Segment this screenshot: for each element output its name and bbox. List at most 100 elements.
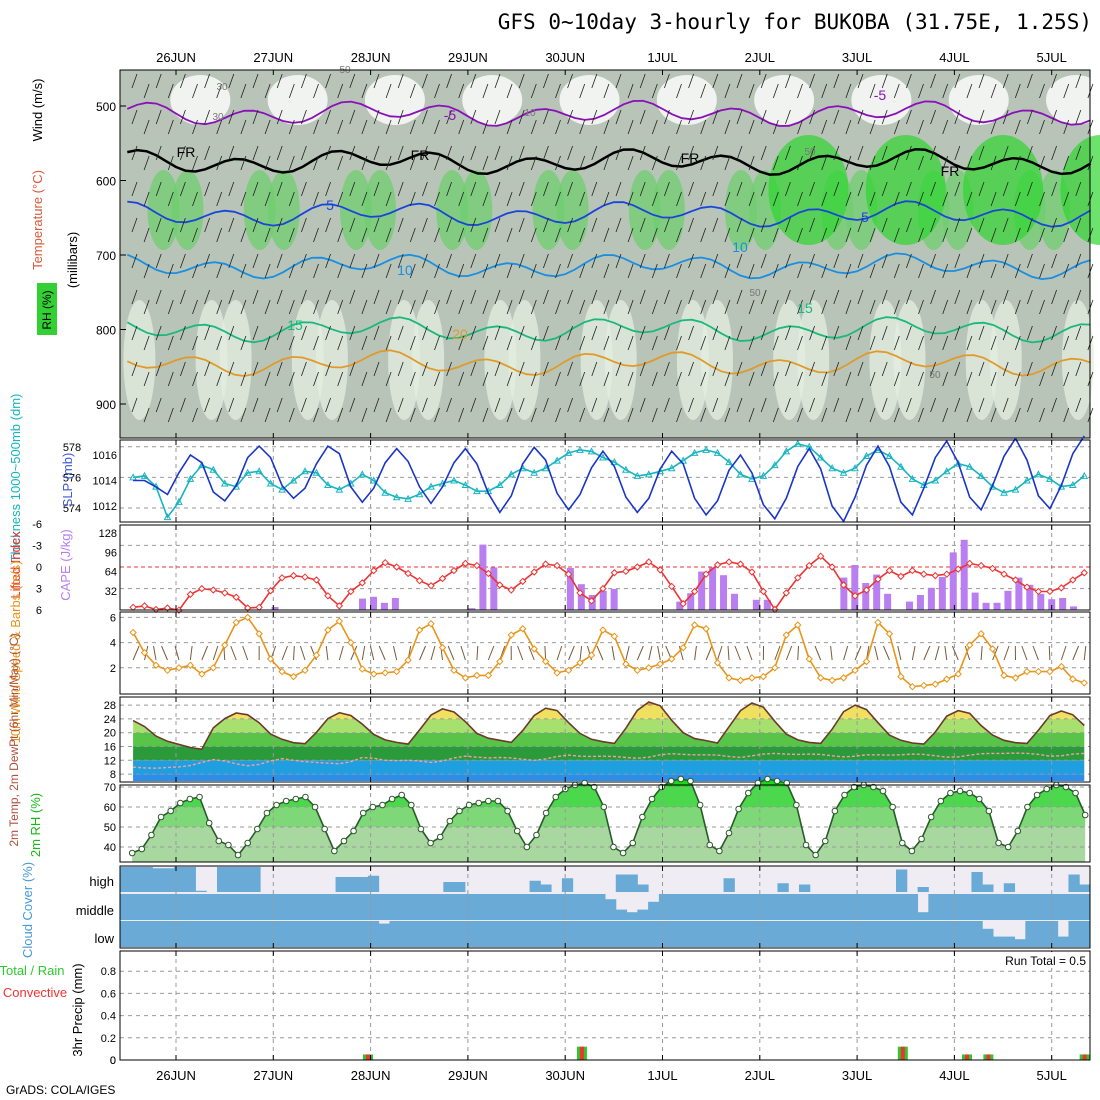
cloud-cell-middle bbox=[982, 894, 994, 920]
wind-barb bbox=[579, 155, 586, 171]
relative-humidity-point bbox=[436, 833, 444, 841]
wind-barb bbox=[615, 73, 622, 89]
relative-humidity-point bbox=[388, 795, 396, 803]
wind-speed-point bbox=[920, 681, 928, 690]
relative-humidity-point bbox=[456, 807, 463, 815]
lifted-index-point bbox=[943, 570, 951, 578]
wind-barb bbox=[821, 155, 828, 171]
relative-humidity-point bbox=[841, 791, 848, 799]
wind-barb bbox=[555, 407, 561, 423]
wind-barb bbox=[216, 407, 223, 423]
wind-barb bbox=[252, 325, 259, 341]
wind-barb bbox=[288, 83, 295, 99]
wind-speed-point bbox=[163, 666, 172, 675]
relative-humidity-point bbox=[966, 789, 973, 797]
cloud-cell-middle bbox=[120, 894, 132, 920]
date-label-top: 29JUN bbox=[448, 50, 488, 65]
wind-barb bbox=[506, 407, 513, 423]
relative-humidity-point bbox=[629, 839, 637, 847]
cape-bar bbox=[851, 565, 859, 610]
wind-barb bbox=[228, 325, 235, 341]
wind-barb bbox=[155, 397, 162, 413]
pressure-tick-label: 900 bbox=[96, 398, 116, 412]
wind-barb bbox=[313, 83, 319, 99]
wind-barb bbox=[639, 145, 646, 161]
lifted-index-point bbox=[473, 561, 481, 570]
relative-humidity-point bbox=[533, 831, 540, 839]
wind-barb bbox=[942, 83, 949, 99]
cape-bar bbox=[479, 544, 487, 610]
wind-barb bbox=[252, 253, 259, 269]
wind-barb bbox=[688, 361, 694, 377]
wind-barb bbox=[821, 119, 828, 135]
wind-barb bbox=[712, 73, 719, 89]
lifted-index-point bbox=[736, 560, 745, 568]
wind-barb bbox=[1014, 155, 1021, 171]
wind-barb bbox=[1002, 217, 1009, 233]
cloud-cell-low bbox=[939, 921, 951, 947]
wind-barb bbox=[821, 335, 828, 351]
surface-wind-barb bbox=[596, 645, 604, 661]
lifted-index-point bbox=[656, 566, 664, 574]
wind-barb bbox=[216, 83, 223, 99]
wind-barb bbox=[1063, 299, 1070, 315]
wind-barb bbox=[446, 289, 452, 305]
wind-barb bbox=[313, 371, 319, 387]
wind-speed-point bbox=[553, 669, 561, 677]
wind-barb bbox=[1051, 109, 1057, 125]
wind-barb bbox=[216, 371, 223, 387]
lifted-index-point bbox=[209, 586, 218, 594]
relative-humidity-point bbox=[379, 801, 386, 809]
wind-barb bbox=[627, 191, 634, 207]
wind-barb bbox=[857, 253, 864, 269]
rh-dry-region bbox=[676, 300, 709, 420]
cloud-cell-middle bbox=[971, 894, 983, 920]
wind-barb bbox=[240, 263, 247, 279]
wind-barb bbox=[167, 155, 174, 171]
wind-barb bbox=[978, 181, 985, 197]
wind-barb bbox=[567, 397, 573, 413]
wind-speed-point bbox=[301, 666, 309, 675]
wind-barb bbox=[276, 73, 283, 89]
cloud-cell-middle bbox=[615, 909, 628, 920]
relative-humidity-point bbox=[196, 793, 203, 801]
wind-barb bbox=[422, 397, 428, 413]
cloud-cell-low bbox=[874, 921, 886, 947]
wind-barb bbox=[954, 397, 961, 413]
surface-wind-barb bbox=[430, 645, 436, 661]
wind-barb bbox=[264, 191, 271, 207]
cloud-cell-low bbox=[400, 921, 412, 947]
thickness-point bbox=[1046, 474, 1054, 482]
rh-moist-region bbox=[436, 170, 469, 250]
wind-barb bbox=[869, 407, 876, 423]
wind-barb bbox=[1002, 145, 1009, 161]
relative-humidity-frame bbox=[119, 784, 1091, 863]
run-total-label: Run Total = 0.5 bbox=[1005, 954, 1086, 968]
lifted-index-point bbox=[816, 552, 825, 560]
wind-barb bbox=[1075, 145, 1082, 161]
wind-speed-point bbox=[404, 656, 412, 664]
cloud-cell-middle bbox=[820, 894, 832, 920]
wind-barb bbox=[978, 217, 985, 233]
cape-bar bbox=[1026, 584, 1034, 610]
wind-barb bbox=[724, 119, 731, 135]
wind-barb bbox=[651, 371, 658, 387]
cloud-cell-low bbox=[734, 921, 746, 947]
surface-wind-barb bbox=[447, 645, 455, 661]
wind-speed-point bbox=[736, 676, 745, 685]
wind-speed-point bbox=[725, 674, 733, 682]
wind-barb bbox=[954, 73, 961, 89]
wind-barb bbox=[337, 407, 344, 423]
temp-band bbox=[133, 732, 1085, 747]
wind-barb bbox=[700, 299, 707, 315]
wind-barb bbox=[603, 263, 610, 279]
wind-barb bbox=[700, 119, 707, 135]
lifted-index-point bbox=[438, 574, 447, 583]
cloud-cell-low bbox=[497, 921, 509, 947]
cloud-cell-middle bbox=[583, 894, 595, 920]
wind-barb bbox=[845, 335, 852, 351]
wind-barb bbox=[688, 181, 694, 197]
wind-barb bbox=[543, 289, 549, 305]
wind-barb bbox=[785, 73, 791, 89]
rh-moist-region bbox=[171, 170, 204, 250]
